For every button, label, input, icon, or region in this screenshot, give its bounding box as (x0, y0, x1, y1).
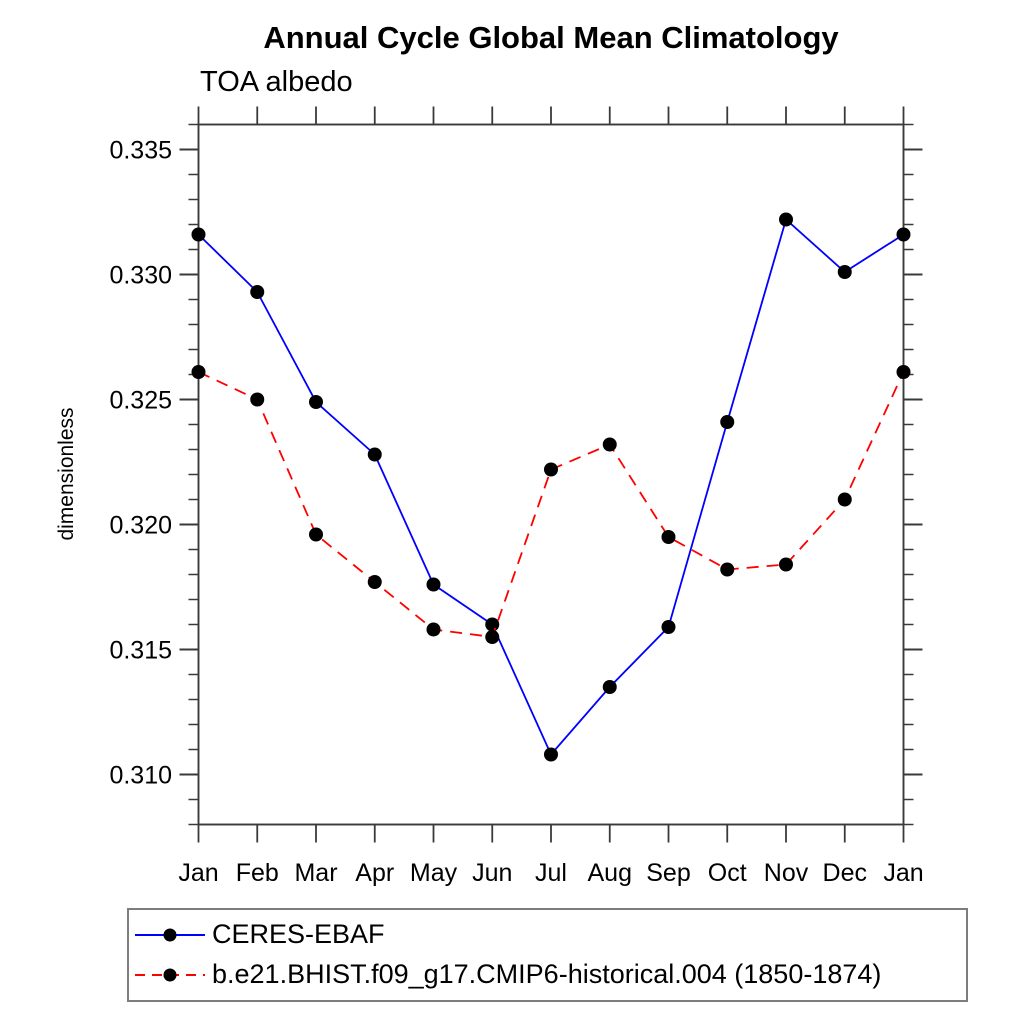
series-1-marker (250, 392, 265, 407)
y-tick-label: 0.310 (109, 762, 172, 790)
y-tick-label: 0.315 (109, 637, 172, 665)
x-tick-label: Oct (708, 859, 747, 887)
series-0-marker (544, 747, 558, 762)
x-tick-label: Apr (355, 859, 394, 887)
series-0-marker (661, 620, 676, 634)
y-tick-label: 0.335 (109, 137, 172, 165)
series-1-marker (720, 562, 735, 577)
x-tick-label: Jan (178, 859, 218, 887)
x-tick-label: Sep (646, 859, 690, 887)
series-0-marker (779, 212, 793, 227)
legend-item: CERES-EBAF (134, 920, 966, 950)
series-1-marker (367, 575, 382, 589)
series-0-marker (367, 447, 382, 462)
series-0-marker (837, 265, 852, 279)
legend: CERES-EBAF b.e21.BHIST.f09_g17.CMIP6-hist… (127, 908, 968, 1002)
series-line-0 (197, 217, 904, 757)
legend-marker-icon (163, 928, 177, 942)
series-0-marker (426, 577, 441, 592)
legend-marker-icon (163, 968, 177, 982)
series-0-marker (250, 285, 265, 299)
legend-label: b.e21.BHIST.f09_g17.CMIP6-historical.004… (212, 959, 882, 990)
chart-title: Annual Cycle Global Mean Climatology (263, 20, 839, 55)
series-line-1 (198, 371, 905, 638)
series-0-marker (309, 395, 323, 409)
legend-label: CERES-EBAF (212, 919, 385, 950)
series-1-marker (602, 437, 617, 452)
legend-line-sample (135, 968, 205, 982)
series-1-marker (896, 365, 911, 379)
series-1-marker (544, 462, 558, 477)
y-tick-label: 0.330 (109, 262, 172, 290)
series-1-marker (485, 630, 500, 644)
legend-line-sample (135, 928, 205, 942)
chart-subtitle: TOA albedo (200, 66, 353, 98)
y-tick-label: 0.325 (109, 387, 172, 415)
series-1-marker (426, 622, 441, 637)
legend-item: b.e21.BHIST.f09_g17.CMIP6-historical.004… (134, 959, 966, 990)
y-tick-label: 0.320 (109, 512, 172, 540)
x-tick-label: Jan (883, 859, 923, 887)
series-0-marker (720, 415, 735, 429)
series-1-marker (309, 527, 323, 542)
series-1-marker (191, 365, 206, 379)
series-1-marker (661, 530, 676, 544)
x-tick-label: Nov (764, 859, 809, 887)
series-0-marker (602, 680, 617, 694)
x-tick-label: Dec (823, 859, 867, 887)
x-tick-label: May (410, 859, 458, 887)
series-0-marker (191, 227, 206, 242)
x-tick-label: Mar (294, 859, 337, 887)
x-tick-label: Jul (535, 859, 567, 887)
series-1-marker (837, 492, 852, 507)
series-0-marker (485, 617, 500, 632)
plot-frame (197, 123, 905, 826)
series-0-marker (896, 227, 911, 242)
x-tick-label: Feb (236, 859, 279, 887)
series-1-marker (779, 557, 793, 572)
x-tick-label: Aug (588, 859, 632, 887)
x-tick-label: Jun (472, 859, 512, 887)
